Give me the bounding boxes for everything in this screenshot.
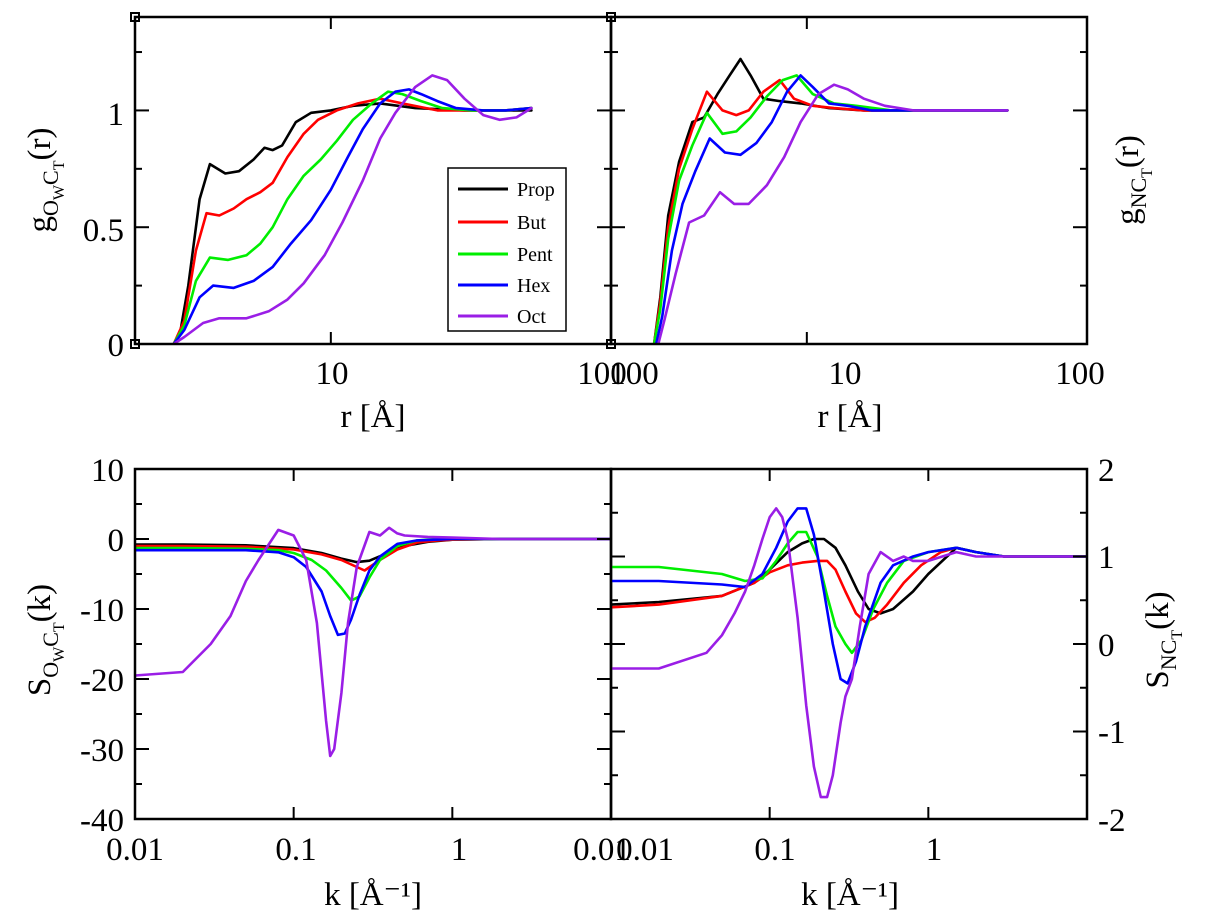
y-axis-subsub2: T: [51, 622, 68, 632]
y-tick-label: 2: [1098, 453, 1115, 489]
x-tick-label: 1: [926, 832, 943, 868]
y-axis-sub: NC: [1126, 178, 1151, 209]
series-lines: [611, 507, 1087, 799]
series-lines: [135, 526, 611, 758]
series-oct-line: [172, 74, 533, 344]
series-lines: [172, 74, 533, 344]
x-axis-title: k [Å⁻¹]: [324, 876, 422, 913]
legend-label-pent: Pent: [517, 244, 553, 266]
series-but-line: [611, 546, 1087, 624]
series-pent-line: [611, 530, 1087, 655]
y-axis-tail: (k): [22, 584, 58, 622]
x-tick-label: 0.01: [106, 832, 164, 868]
y-axis-subsub: W: [51, 184, 68, 200]
x-tick-label: 100: [1055, 356, 1105, 392]
panel-bottom-right: 2 1 0 -1 -2 0.01 0.1 1 k [Å⁻¹] SNCT(k): [609, 453, 1186, 913]
x-tick-label: 10: [316, 356, 349, 392]
y-axis-tail: (k): [1140, 591, 1176, 629]
panel-top-left: 0 0.5 1 10 100 r [Å] gOWCT(r) Prop But P…: [22, 15, 627, 435]
x-tick-label: 10: [829, 356, 862, 392]
y-axis-title: SNCT(k): [1140, 591, 1186, 688]
legend-label-hex: Hex: [517, 275, 550, 297]
corner-marker: [130, 339, 140, 349]
y-axis-sub: NC: [1156, 640, 1181, 671]
y-axis-sub2: C: [38, 170, 63, 185]
x-tick-label: 1: [451, 832, 468, 868]
y-tick-label: 0: [108, 523, 125, 559]
series-but-line: [172, 97, 533, 344]
x-axis-title: r [Å]: [817, 398, 882, 435]
corner-marker: [130, 12, 140, 22]
y-axis-main: g: [1110, 208, 1146, 225]
legend-label-but: But: [517, 212, 546, 234]
y-axis-sub: O: [38, 200, 63, 216]
legend-label-prop: Prop: [517, 179, 555, 201]
series-lines: [652, 57, 1009, 344]
y-axis-title: SOWCT(k): [22, 584, 68, 696]
y-axis-main: S: [1140, 670, 1176, 688]
x-tick-label: 0.1: [754, 832, 795, 868]
panel-bottom-left: 10 0 -10 -20 -30 -40 0.01 0.1 1 0.01 k […: [22, 453, 631, 913]
y-tick-label: -40: [80, 803, 124, 839]
x-axis-title: k [Å⁻¹]: [801, 876, 899, 913]
series-hex-line: [135, 537, 611, 637]
y-tick-label: -20: [80, 663, 124, 699]
x-axis-title: r [Å]: [340, 398, 405, 435]
plot-frame: [133, 467, 613, 821]
y-tick-label: 10: [91, 453, 124, 489]
y-tick-label: 1: [1098, 540, 1115, 576]
y-axis-subsub: T: [1139, 168, 1156, 178]
series-oct-line: [135, 526, 611, 758]
x-tick-label: 0.1: [275, 832, 316, 868]
y-tick-label: 1: [108, 97, 125, 133]
y-axis-title: gOWCT(r): [22, 128, 68, 233]
panel-top-right: 100 10 100 r [Å] gNCT(r): [609, 15, 1156, 435]
y-tick-label: 0: [108, 328, 125, 364]
y-tick-label: -10: [80, 593, 124, 629]
tick-marks: [611, 17, 1088, 345]
corner-marker: [606, 12, 616, 22]
series-oct-line: [611, 507, 1087, 799]
legend-label-oct: Oct: [517, 306, 546, 328]
y-axis-sub2: C: [38, 632, 63, 647]
y-axis-subsub2: T: [51, 160, 68, 170]
y-axis-subsub: T: [1169, 630, 1186, 640]
x-tick-label: 100: [609, 356, 659, 392]
tick-marks: [134, 468, 612, 820]
y-axis-title: gNCT(r): [1110, 135, 1156, 225]
series-pent-line: [652, 74, 1009, 344]
series-oct-line: [656, 83, 1009, 344]
y-tick-label: -1: [1098, 715, 1126, 751]
legend: Prop But Pent Hex Oct: [447, 167, 567, 332]
y-tick-label: -2: [1098, 803, 1126, 839]
y-axis-tail: (r): [1110, 135, 1146, 168]
y-tick-label: -30: [80, 733, 124, 769]
plot-frame: [609, 15, 1089, 346]
y-axis-tail: (r): [22, 128, 58, 161]
y-axis-sub: O: [38, 662, 63, 678]
plot-frame: [609, 467, 1089, 821]
x-tick-label: 0.01: [616, 832, 674, 868]
legend-box: [447, 167, 567, 332]
x-tick-label: 100: [577, 356, 627, 392]
series-hex-line: [654, 74, 1009, 344]
corner-marker: [606, 339, 616, 349]
series-hex-line: [611, 507, 1087, 685]
y-axis-subsub: W: [51, 646, 68, 662]
y-tick-label: 0.5: [83, 213, 124, 249]
y-axis-main: S: [22, 678, 58, 696]
series-pent-line: [135, 537, 611, 602]
y-tick-label: 0: [1098, 628, 1115, 664]
series-hex-line: [172, 88, 533, 344]
x-tick-label: 0.01: [573, 832, 631, 868]
tick-marks: [610, 468, 1088, 820]
y-axis-main: g: [22, 216, 58, 233]
series-pent-line: [172, 90, 533, 344]
series-prop-line: [172, 102, 533, 344]
